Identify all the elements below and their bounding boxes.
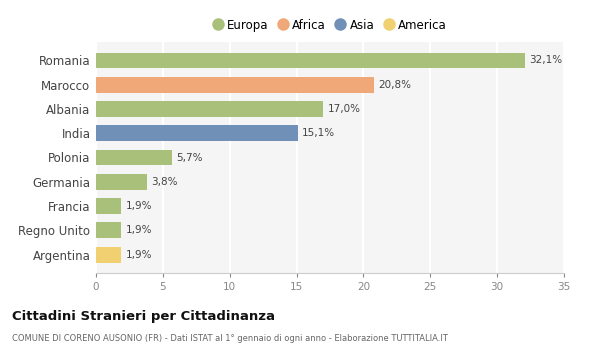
Text: 1,9%: 1,9%: [125, 225, 152, 235]
Text: 5,7%: 5,7%: [176, 153, 203, 162]
Text: 17,0%: 17,0%: [328, 104, 361, 114]
Bar: [96, 223, 121, 238]
Bar: [96, 77, 374, 92]
Bar: [96, 101, 323, 117]
Text: Cittadini Stranieri per Cittadinanza: Cittadini Stranieri per Cittadinanza: [12, 310, 275, 323]
Bar: [96, 125, 298, 141]
Text: 1,9%: 1,9%: [125, 201, 152, 211]
Text: 1,9%: 1,9%: [125, 250, 152, 260]
Text: 20,8%: 20,8%: [378, 80, 411, 90]
Bar: [96, 198, 121, 214]
Bar: [96, 174, 147, 190]
Bar: [96, 52, 525, 68]
Bar: [96, 149, 172, 166]
Legend: Europa, Africa, Asia, America: Europa, Africa, Asia, America: [209, 15, 451, 36]
Text: 3,8%: 3,8%: [151, 177, 178, 187]
Text: COMUNE DI CORENO AUSONIO (FR) - Dati ISTAT al 1° gennaio di ogni anno - Elaboraz: COMUNE DI CORENO AUSONIO (FR) - Dati IST…: [12, 334, 448, 343]
Text: 15,1%: 15,1%: [302, 128, 335, 138]
Text: 32,1%: 32,1%: [529, 55, 562, 65]
Bar: [96, 247, 121, 262]
